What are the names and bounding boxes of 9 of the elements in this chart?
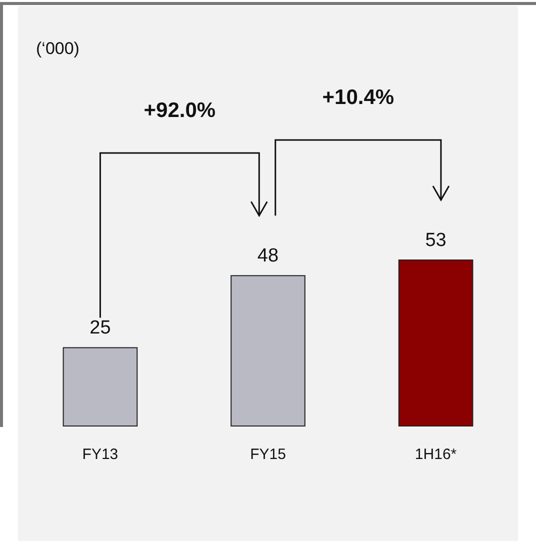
data-label: 25 <box>90 318 111 339</box>
text: (‘000) <box>36 39 80 58</box>
text: +10.4% <box>322 86 394 109</box>
data-label: 53 <box>425 230 446 251</box>
text: +92.0% <box>144 99 216 122</box>
x-tick-label: FY13 <box>82 446 118 463</box>
x-tick-label: FY15 <box>250 446 286 463</box>
data-label: 48 <box>257 246 279 267</box>
x-tick-label: 1H16* <box>414 446 457 463</box>
